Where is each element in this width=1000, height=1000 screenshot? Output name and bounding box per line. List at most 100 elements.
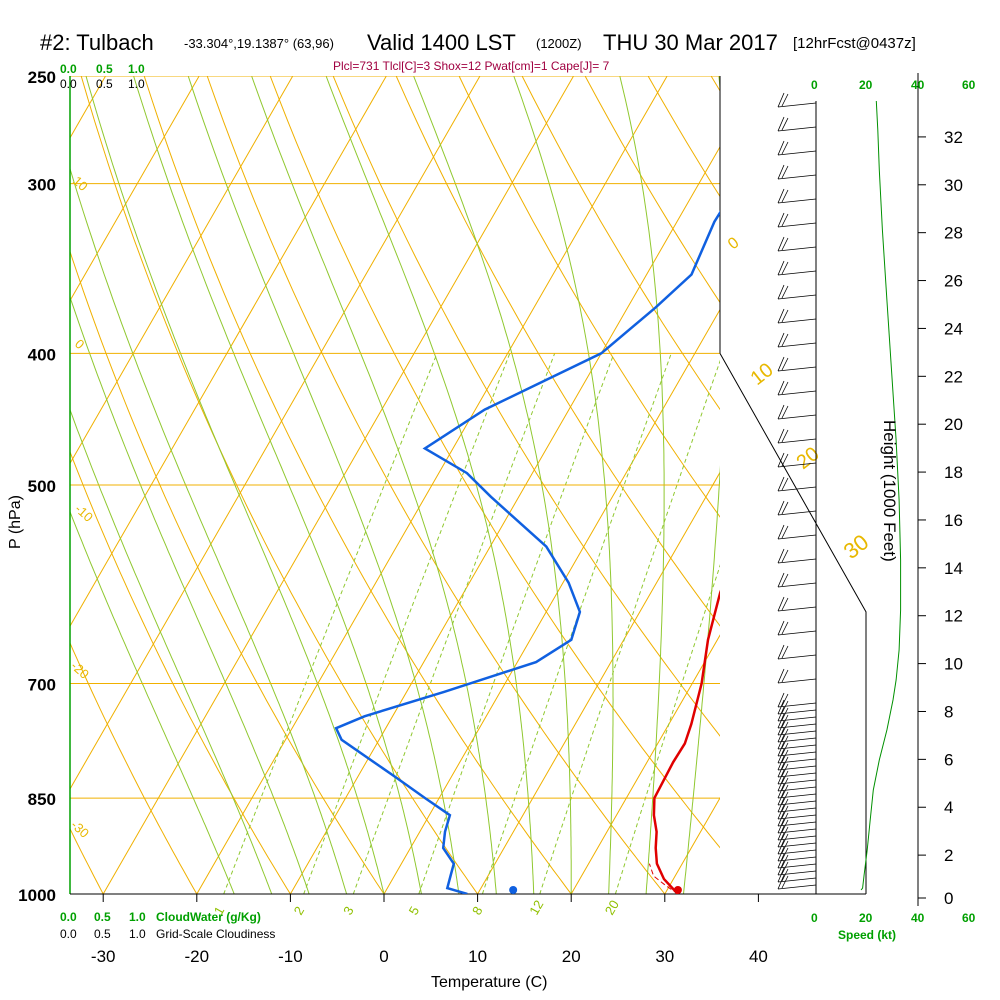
wind-barb [777,699,817,715]
dry-adiabat-line [70,450,291,894]
speed-tick-top-0: 0 [811,78,818,92]
dry-adiabat-label: -10 [72,501,96,525]
temperature-tick-label: 20 [562,947,581,966]
pressure-tick-label: 400 [28,345,56,364]
moist-adiabat-line [325,76,535,894]
temperature-tick-label: -10 [278,947,303,966]
dry-adiabat-line [0,52,10,894]
height-tick-label: 16 [944,511,963,530]
cloudiness-bottom-tick-1: 0.5 [94,927,111,941]
height-tick-label: 28 [944,224,963,243]
wind-panel-border [719,353,867,894]
wind-barb [777,356,817,372]
height-tick-label: 2 [944,846,953,865]
moist-adiabat-line [70,510,235,894]
moist-adiabat-line [187,76,460,894]
wind-barb [777,284,817,300]
wind-barb [777,332,817,348]
height-tick-label: 6 [944,750,953,769]
dry-adiabat-line [80,76,479,894]
isotherm-line [70,76,200,302]
mixing-ratio-label: 2 [291,904,308,918]
cloudiness-bottom-tick-0: 0.0 [60,927,77,941]
axes: 0246810121416182022242628303225030040050… [18,68,963,966]
wind-barb [777,524,817,540]
temperature-tick-label: 10 [468,947,487,966]
wind-barb [777,572,817,588]
wind-barb [777,846,817,862]
wind-barb [777,783,817,799]
wind-barb [777,404,817,420]
wind-barb [777,811,817,827]
temperature-tick-label: 0 [379,947,388,966]
pressure-tick-label: 700 [28,676,56,695]
dry-adiabat-label: -30 [68,817,92,841]
parcel-profile-line [648,863,679,894]
mixing-ratio-line [481,353,672,894]
forecast-cycle: [12hrFcst@0437z] [793,35,916,52]
wind-barb [777,825,817,841]
wind-barb [777,164,817,180]
station-title: #2: Tulbach [40,30,154,55]
pressure-tick-label: 1000 [18,886,56,905]
forecast-date: THU 30 Mar 2017 [603,30,778,55]
station-coords: -33.304°,19.1387° (63,96) [184,36,334,51]
pressure-tick-label: 850 [28,790,56,809]
dry-adiabat-line [70,641,198,894]
dry-adiabat-line [458,76,720,518]
wind-barb [777,692,817,708]
cloudwater-bottom-tick-1: 0.5 [94,910,111,924]
valid-time: Valid 1400 LST [367,30,516,55]
temperature-tick-label: 30 [655,947,674,966]
mixing-ratio-label: 8 [469,904,486,918]
moist-adiabat-line [721,76,804,894]
wind-barb [777,452,817,468]
temperature-tick-label: -20 [185,947,210,966]
cloudiness-tick-2: 1.0 [128,77,145,91]
dry-adiabat-line [332,76,720,737]
height-tick-label: 22 [944,367,963,386]
wind-barb [777,804,817,820]
wind-barb [777,188,817,204]
mixing-ratio-line [303,353,511,894]
wind-barb [777,500,817,516]
temperature-profile-line [652,589,720,894]
dry-adiabat-line [70,250,385,894]
speed-tick-top-3: 60 [962,78,976,92]
height-axis-title: Height (1000 Feet) [880,420,899,562]
dry-adiabat-label: -20 [68,658,92,682]
wind-barb [777,769,817,785]
temperature-tick-label: -30 [91,947,116,966]
wind-barb [777,236,817,252]
height-tick-label: 24 [944,319,963,338]
dry-adiabat-line [822,52,1000,894]
wind-barb [777,720,817,736]
cloudiness-bottom-tick-2: 1.0 [129,927,146,941]
height-tick-label: 10 [944,655,963,674]
surface-temperature-dot [673,886,682,894]
cloudwater-label: CloudWater (g/Kg) [156,910,261,924]
dry-adiabat-line [395,76,720,627]
cloudwater-bottom-tick-0: 0.0 [60,910,77,924]
height-tick-label: 12 [944,607,963,626]
height-tick-label: 4 [944,798,953,817]
surface-dewpoint-dot [509,886,518,894]
dry-adiabat-line [206,76,666,894]
height-tick-label: 30 [944,176,963,195]
wind-barb [777,797,817,813]
speed-tick-bottom-0: 0 [811,911,818,925]
wind-barb [777,140,817,156]
wind-barb [777,476,817,492]
wind-barb [777,734,817,750]
speed-tick-top-1: 20 [859,78,873,92]
isotherm-line [852,76,1000,894]
cloudwater-tick-0: 0.0 [60,62,77,76]
cloudiness-tick-1: 0.5 [96,77,113,91]
wind-barb [777,867,817,883]
height-tick-label: 32 [944,128,963,147]
wind-barb [777,380,817,396]
dry-adiabat-line [143,76,572,894]
zulu-time: (1200Z) [536,36,582,51]
speed-tick-bottom-2: 40 [911,911,925,925]
mixing-ratio-label: 5 [406,904,423,918]
